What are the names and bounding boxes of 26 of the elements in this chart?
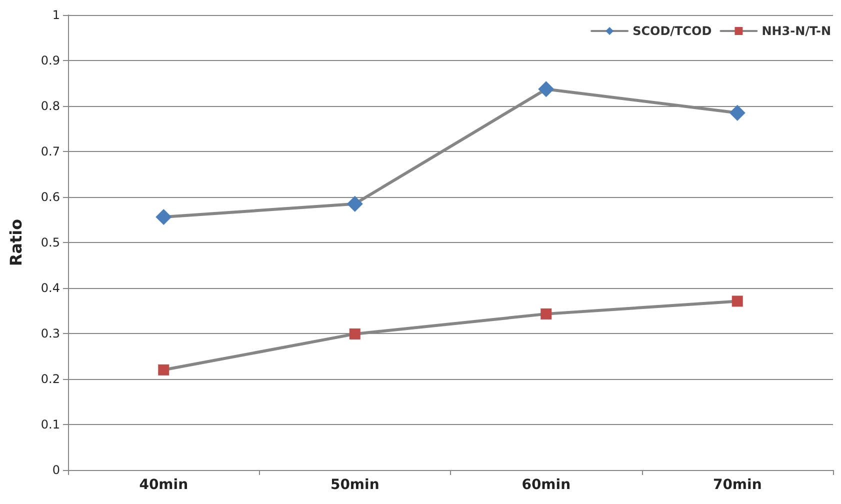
y-tick-label: 0 xyxy=(52,463,60,477)
point xyxy=(349,328,360,340)
y-tick-label: 0.2 xyxy=(40,372,60,386)
y-tick-label: 1 xyxy=(52,8,60,22)
point xyxy=(540,308,552,320)
point xyxy=(729,104,746,121)
x-tick-label: 50min xyxy=(330,477,380,493)
x-tick-label: 70min xyxy=(712,477,762,493)
point xyxy=(158,364,170,376)
legend-label: SCOD/TCOD xyxy=(632,24,712,38)
point xyxy=(346,196,363,212)
y-tick-label: 0.6 xyxy=(40,190,60,204)
y-tick-label: 0.5 xyxy=(40,236,60,250)
x-tick-label: 60min xyxy=(522,477,571,493)
y-tick-label: 0.9 xyxy=(40,54,60,68)
point xyxy=(156,209,172,226)
y-tick-label: 0.3 xyxy=(40,326,60,340)
y-tick-label: 0.4 xyxy=(40,281,60,295)
x-tick-label: 40min xyxy=(139,477,188,493)
y-tick-label: 0.7 xyxy=(40,144,60,158)
y-tick-label: 0.8 xyxy=(40,99,60,113)
y-axis-title: Ratio xyxy=(6,218,26,266)
y-tick-label: 0.1 xyxy=(40,418,60,432)
legend-label: NH3-N/T-N xyxy=(762,24,832,38)
point xyxy=(732,296,743,307)
point xyxy=(538,81,554,98)
